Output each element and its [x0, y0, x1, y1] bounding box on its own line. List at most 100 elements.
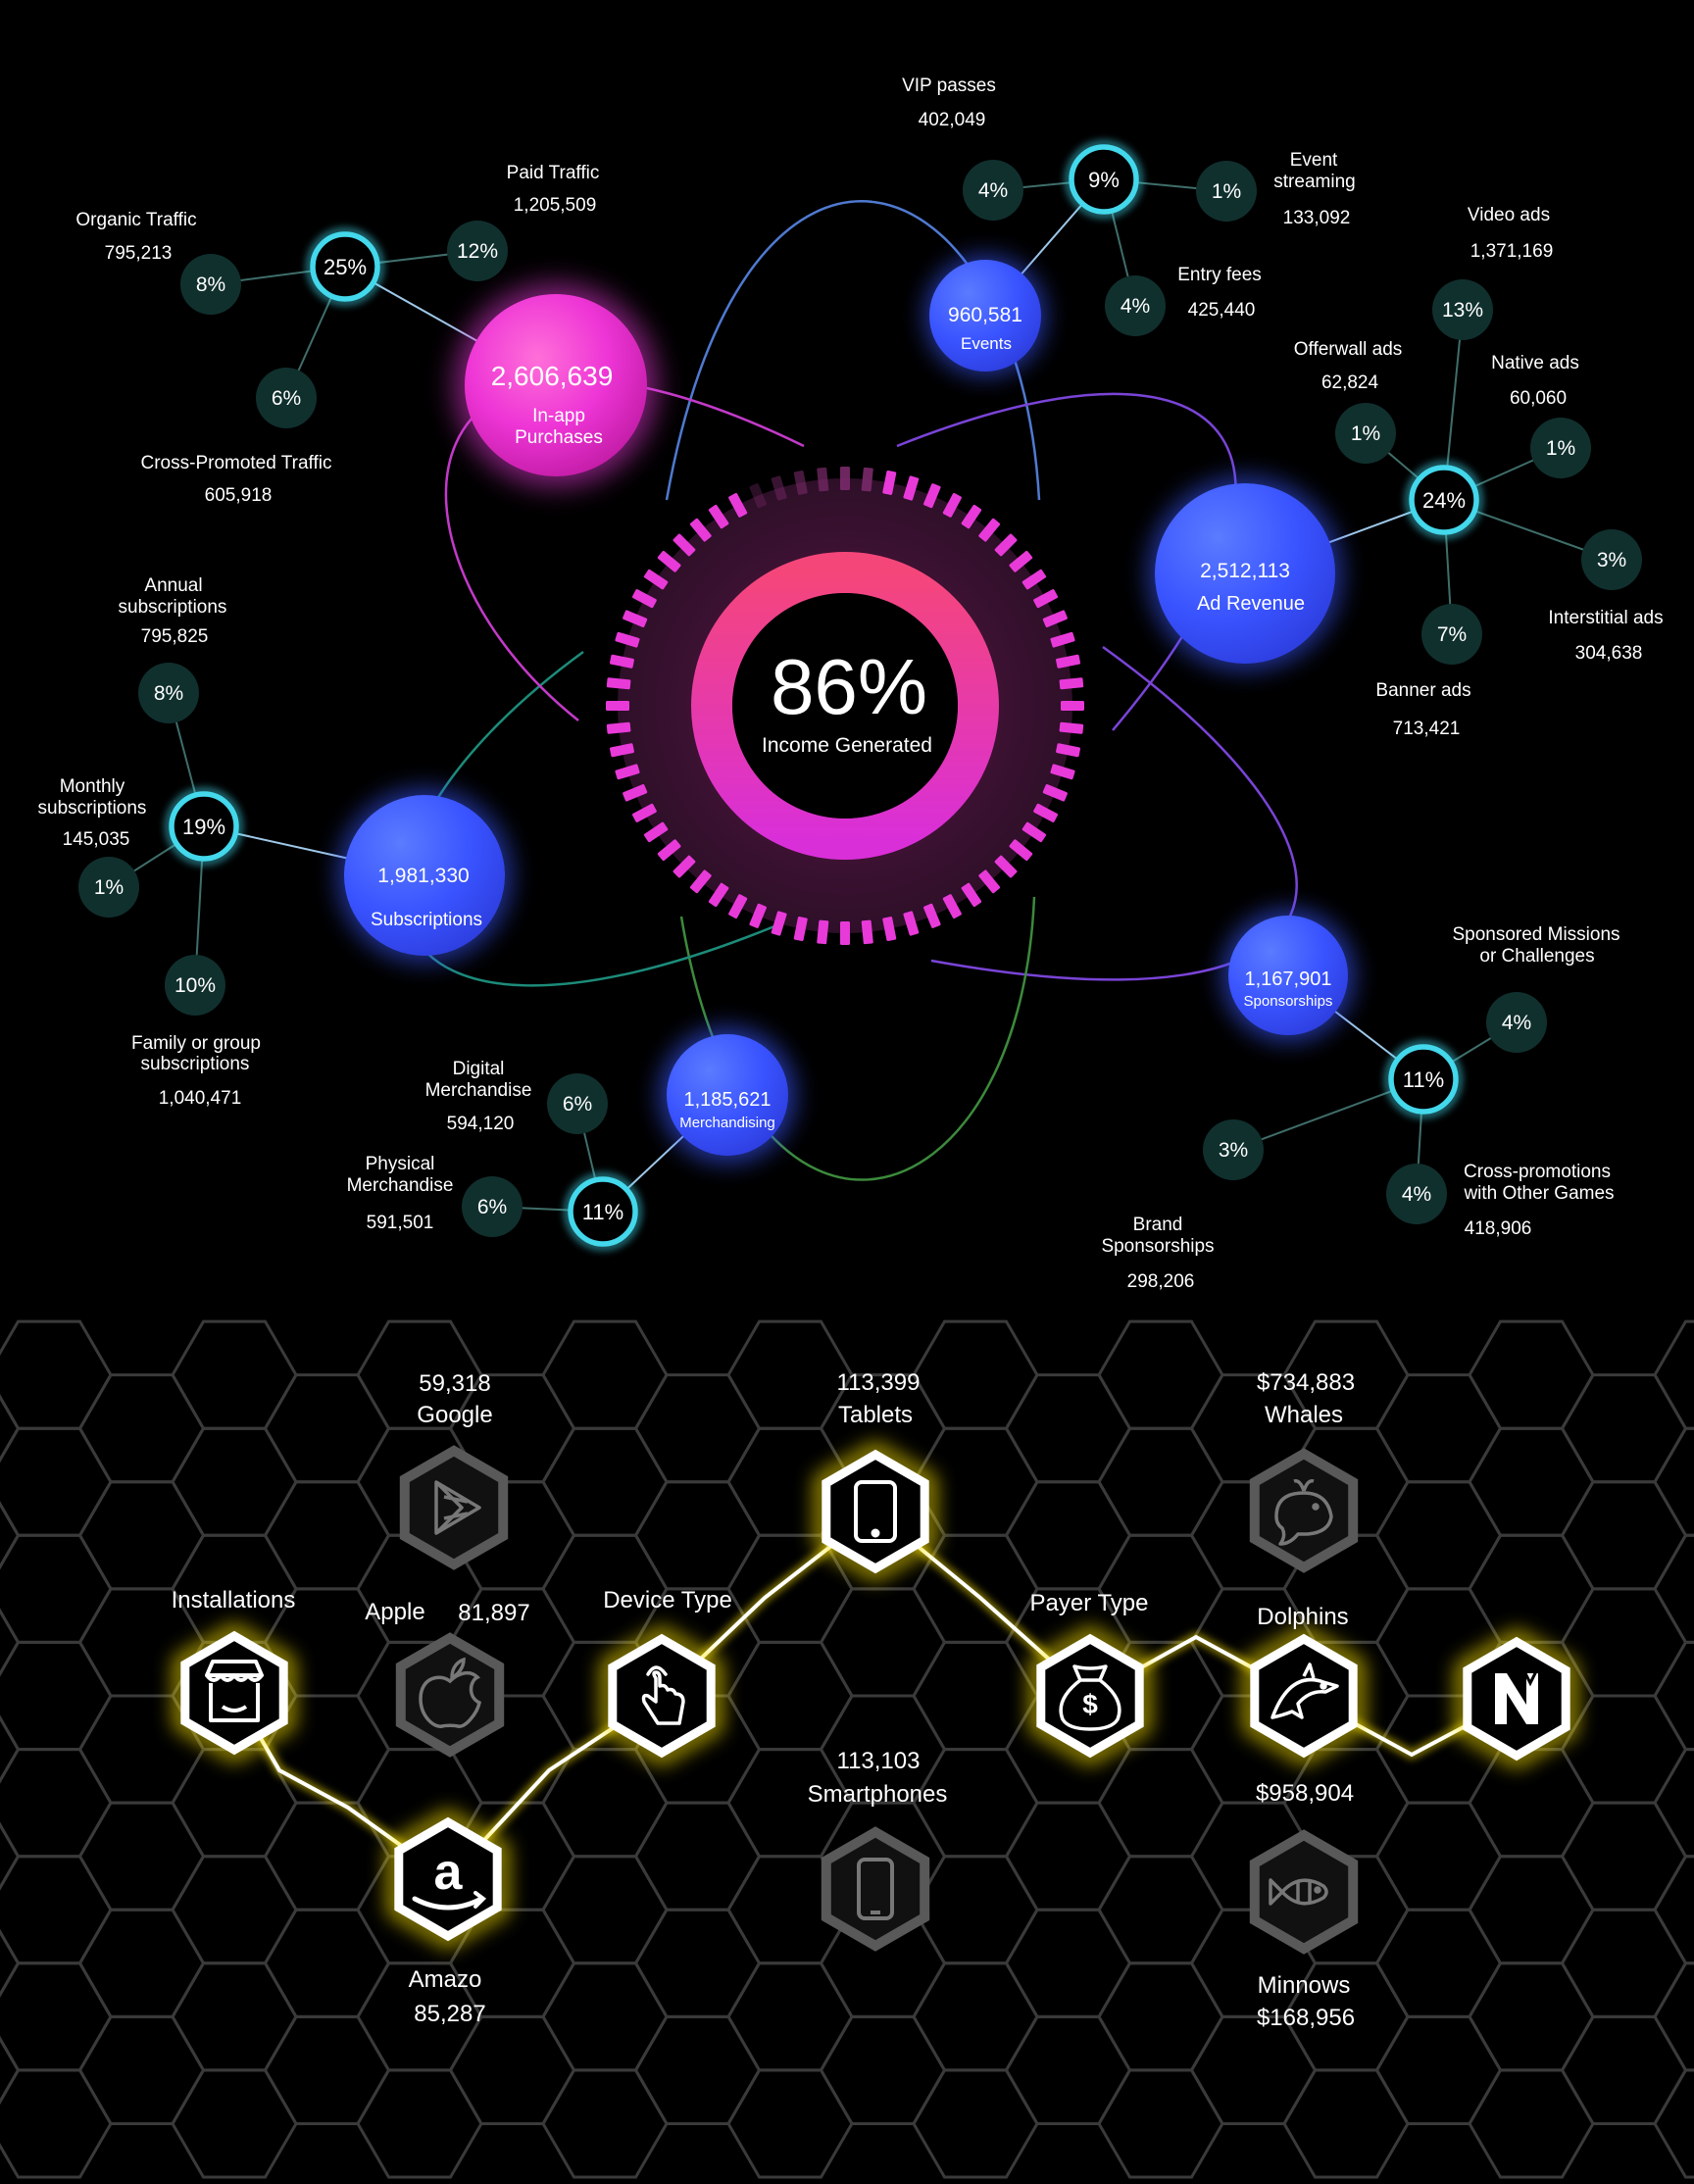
hex-cell [726, 1319, 854, 1430]
gauge-tick [817, 467, 829, 492]
tile-google[interactable] [399, 1445, 509, 1570]
hex-cell [0, 1394, 21, 1464]
ring-events-pct: 9% [1088, 168, 1120, 192]
annual-subscriptions-value: 795,825 [141, 626, 209, 647]
hex-cell [171, 1319, 298, 1430]
hub-subscriptions[interactable]: 1,981,330 Subscriptions [336, 787, 513, 964]
hub-in-app-value: 2,606,639 [491, 361, 614, 391]
leaf-video-ads[interactable]: 13% [1432, 279, 1493, 340]
leaf-digital[interactable]: 6% [547, 1073, 608, 1134]
hex-cell [1374, 1373, 1503, 1484]
leaf-banner[interactable]: 7% [1421, 604, 1482, 665]
tile-amazon[interactable] [387, 1809, 509, 1950]
leaf-paid[interactable]: 12% [447, 221, 508, 281]
leaf-organic[interactable]: 8% [180, 254, 241, 315]
ring-merchandising[interactable]: 11% [564, 1172, 642, 1251]
hub-merchandising[interactable]: 1,185,621 Merchandising [659, 1026, 796, 1164]
hex-cell [1468, 1748, 1595, 1859]
digital-merchandise-name-1: Digital [453, 1059, 505, 1079]
gauge-tick [609, 654, 634, 669]
hub-sponsorships[interactable]: 1,167,901 Sponsorships [1221, 909, 1355, 1042]
hub-in-app[interactable]: 2,606,639 In-app Purchases [454, 283, 658, 487]
income-gauge: 86% Income Generated [606, 467, 1084, 945]
hub-in-app-label-1: In-app [532, 406, 585, 426]
gauge-tick [840, 467, 850, 490]
gauge-tick [643, 569, 669, 590]
hex-cell [263, 1908, 391, 2018]
leaf-entry-fees[interactable]: 4% [1105, 275, 1166, 336]
leaf-cross-promotions[interactable]: 4% [1386, 1164, 1447, 1224]
hex-cell [1653, 1961, 1694, 2072]
hex-cell [1653, 1426, 1694, 1537]
ring-in-app-pct: 25% [324, 255, 367, 279]
leaf-brand[interactable]: 3% [1203, 1119, 1264, 1180]
hex-cell [912, 2068, 1039, 2179]
hex-cell [1560, 1480, 1688, 1591]
hex-cell [819, 1587, 947, 1698]
hex-cell [1560, 1587, 1688, 1698]
hub-events[interactable]: 960,581 Events [924, 255, 1046, 376]
gauge-tick [673, 855, 696, 878]
leaf-physical[interactable]: 6% [462, 1176, 523, 1237]
tile-apple[interactable] [395, 1632, 505, 1758]
hex-cell [0, 1608, 21, 1677]
hex-cell [1468, 1855, 1595, 1965]
installations-label: Installations [172, 1587, 296, 1613]
leaf-event-streaming[interactable]: 1% [1196, 161, 1257, 222]
honeycomb-icons: a $ [205, 1478, 1538, 1920]
leaf-annual[interactable]: 8% [138, 663, 199, 723]
hex-cell [0, 1855, 113, 1965]
offerwall-ads-value: 62,824 [1321, 372, 1379, 393]
hex-cell [1374, 1908, 1503, 2018]
leaf-sponsored-missions[interactable]: 4% [1486, 992, 1547, 1053]
leaf-monthly[interactable]: 1% [78, 857, 139, 918]
tile-whales[interactable] [1249, 1448, 1359, 1573]
gauge-tick [1042, 784, 1068, 802]
leaf-paid-pct: 12% [457, 240, 498, 263]
leaf-monthly-pct: 1% [94, 876, 124, 899]
leaf-cross-promoted[interactable]: 6% [256, 368, 317, 428]
native-ads-value: 60,060 [1510, 388, 1567, 409]
ring-in-app[interactable]: 25% [306, 227, 384, 306]
leaf-offerwall[interactable]: 1% [1335, 403, 1396, 464]
ring-sponsorships[interactable]: 11% [1384, 1040, 1463, 1118]
ring-subscriptions[interactable]: 19% [165, 787, 243, 866]
brand-sponsorships-value: 298,206 [1127, 1271, 1195, 1292]
tile-installations[interactable] [174, 1622, 295, 1763]
minnows-value: $168,956 [1257, 2005, 1355, 2031]
hex-cell [726, 2068, 854, 2179]
tile-smartphones[interactable] [821, 1826, 930, 1952]
hub-ad-revenue[interactable]: 2,512,113 Ad Revenue [1147, 475, 1343, 671]
hex-cell [0, 1748, 113, 1859]
hex-cell [726, 1640, 854, 1752]
monthly-subscriptions-name-2: subscriptions [38, 798, 147, 819]
hex-cell [1004, 1373, 1132, 1484]
offerwall-ads-name: Offerwall ads [1294, 339, 1403, 360]
leaf-native[interactable]: 1% [1530, 418, 1591, 478]
hex-cell [1560, 1694, 1688, 1805]
tile-device-type[interactable] [601, 1625, 722, 1766]
hub-sponsorships-value: 1,167,901 [1245, 968, 1332, 990]
leaf-vip[interactable]: 4% [963, 160, 1023, 221]
leaf-organic-pct: 8% [196, 273, 225, 296]
leaf-family[interactable]: 10% [165, 955, 225, 1016]
touch-icon [641, 1665, 685, 1725]
hub-sponsorships-label: Sponsorships [1244, 993, 1333, 1010]
tile-tablets[interactable] [815, 1441, 936, 1582]
gauge-tick [923, 483, 941, 509]
ring-events[interactable]: 9% [1065, 140, 1143, 219]
ring-ad-revenue[interactable]: 24% [1405, 461, 1483, 539]
sponsored-missions-name-2: or Challenges [1479, 946, 1594, 967]
banner-ads-name: Banner ads [1375, 680, 1470, 701]
tile-minnows[interactable] [1249, 1829, 1359, 1955]
gauge-tick [923, 903, 941, 928]
hex-cell [912, 1961, 1039, 2072]
hub-merchandising-label: Merchandising [679, 1115, 775, 1131]
whales-label: Whales [1265, 1402, 1343, 1428]
gauge-hole [732, 593, 958, 819]
svg-text:$: $ [1082, 1689, 1098, 1719]
leaf-interstitial[interactable]: 3% [1581, 529, 1642, 590]
gauge-tick [793, 917, 808, 942]
hex-cell [541, 1319, 669, 1430]
